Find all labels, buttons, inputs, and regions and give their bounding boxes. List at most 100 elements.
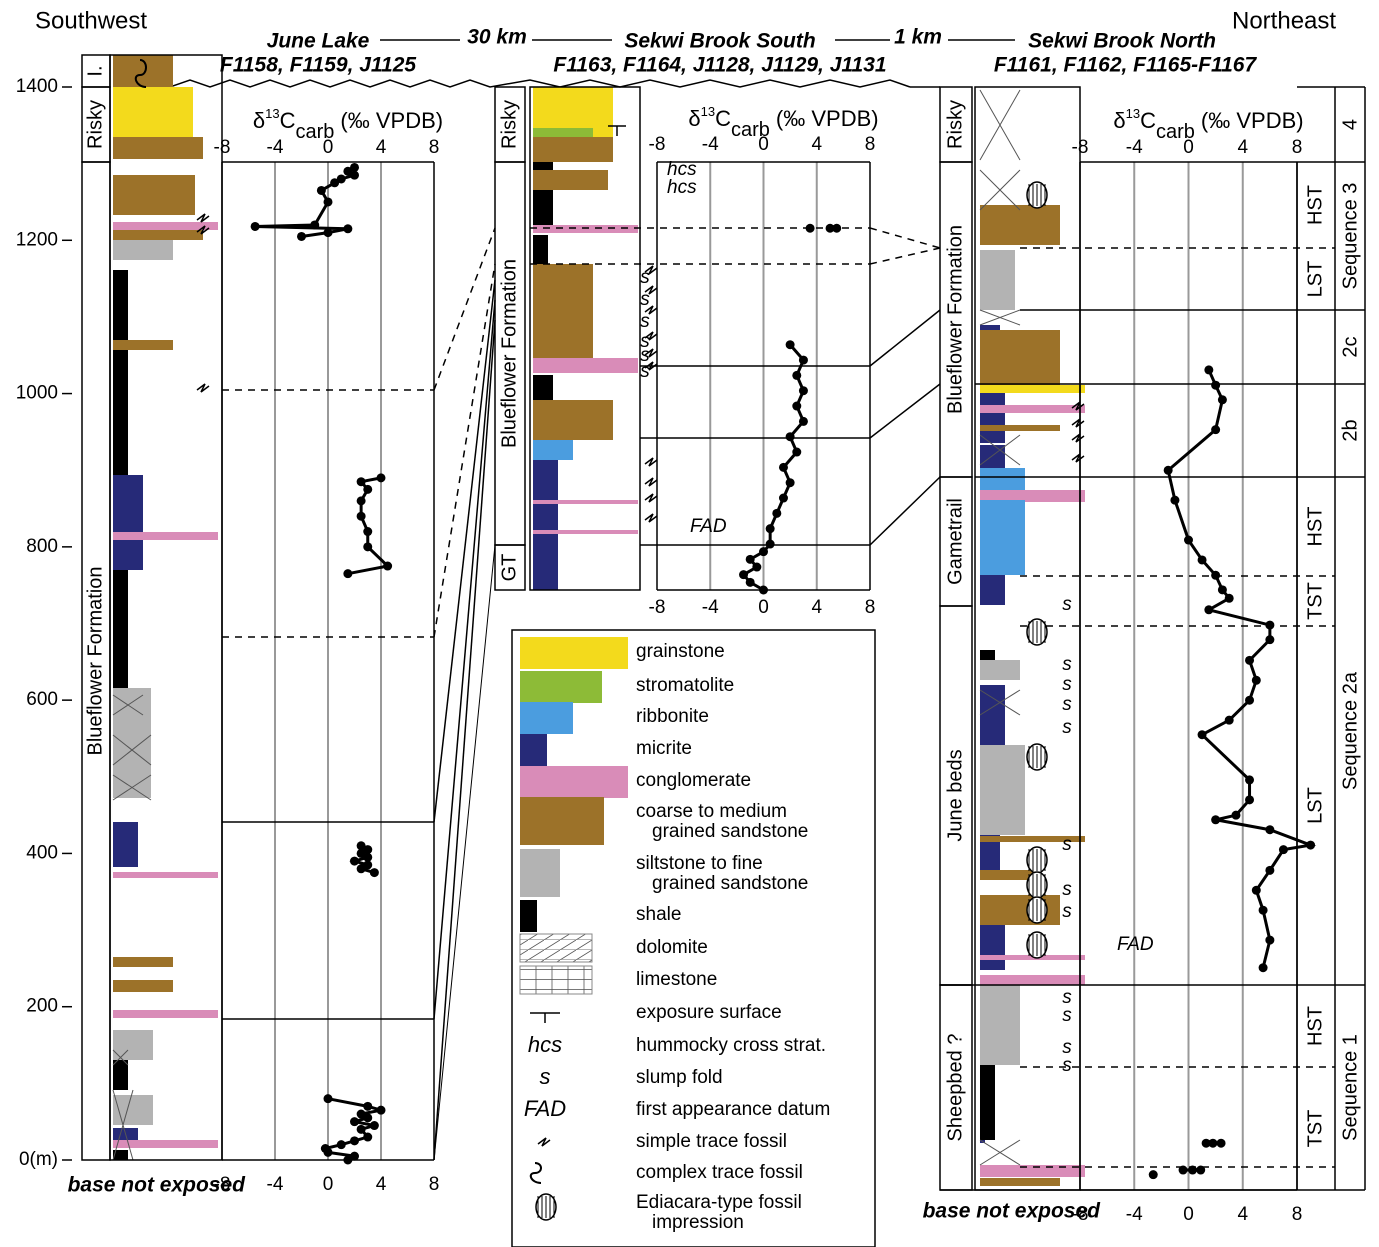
d13c-sample (369, 868, 379, 878)
section-symbol: s (1062, 654, 1072, 675)
ediacara-fossil (1026, 931, 1048, 959)
section-symbol: s (1062, 594, 1072, 615)
legend-swatch (520, 702, 573, 734)
correlation-line (433, 227, 496, 391)
d13c-sample (376, 1105, 386, 1115)
formation-label: Blueflower Formation (944, 225, 966, 414)
section-symbol: s (1062, 717, 1072, 738)
d13c-sample (759, 585, 768, 595)
x-tick-label: 0 (323, 1174, 334, 1195)
x-tick-label: 8 (429, 1174, 440, 1195)
distance: 1 km (894, 26, 942, 49)
trace-fossil (644, 361, 658, 371)
lithology-bed (113, 1060, 128, 1090)
d13c-sample (785, 340, 795, 350)
legend-label: grained sandstone (652, 873, 808, 894)
lithology-bed (113, 340, 173, 350)
lithology-bed (113, 688, 151, 798)
section-symbol: s (1062, 1005, 1072, 1026)
d13c-sample (343, 1155, 353, 1165)
trace-fossil (644, 493, 658, 503)
sequence-label: Sequence 2a (1339, 671, 1361, 790)
covered-interval (112, 694, 144, 716)
d13c-sample (1231, 810, 1241, 820)
section-symbol: s (1062, 834, 1072, 855)
lithology-bed (980, 500, 1025, 575)
d13c-sample (785, 478, 795, 488)
formation-label: Blueflower Formation (84, 567, 106, 756)
d13c-sample (1170, 495, 1180, 505)
d13c-sample (376, 473, 386, 483)
axis-title-part: δ (253, 108, 265, 133)
formation-label: Blueflower Formation (498, 259, 520, 448)
direction-right: Northeast (1232, 7, 1336, 34)
d13c-sample (323, 1094, 333, 1104)
frame-line (433, 299, 496, 1020)
legend-swatch (519, 933, 593, 963)
section-symbol: FAD (690, 516, 727, 537)
d13c-sample (1265, 935, 1275, 945)
frame-line (869, 476, 941, 546)
d13c-sample (1208, 1138, 1218, 1148)
depth-tick-label: 400 (26, 842, 58, 863)
x-tick-label: -8 (1072, 137, 1089, 158)
base-note: base not exposed (923, 1200, 1102, 1223)
axis-title: δ13Ccarb (‰ VPDB) (688, 104, 878, 141)
legend-label: Ediacara-type fossil (636, 1192, 802, 1213)
x-tick-label: 0 (758, 597, 769, 618)
d13c-sample (1265, 825, 1275, 835)
d13c-sample (739, 570, 749, 580)
d13c-sample (336, 1140, 346, 1150)
d13c-sample (1245, 695, 1255, 705)
legend-label: ribbonite (636, 706, 709, 727)
lithology-bed (980, 1165, 1085, 1177)
d13c-sample (1217, 395, 1227, 405)
correlation-line (869, 247, 941, 265)
d13c-sample (369, 1121, 379, 1131)
correlation-line (869, 227, 941, 249)
d13c-sample (1196, 1165, 1206, 1175)
section-symbol: hcs (667, 177, 697, 198)
lithology-bed (113, 475, 143, 570)
trace-fossil (644, 513, 658, 523)
d13c-sample (350, 162, 359, 172)
d13c-sample (765, 524, 775, 534)
frame-line (433, 544, 496, 1161)
systems-tract: TST (1304, 582, 1326, 620)
formation-label: Risky (84, 100, 106, 149)
lithology-bed (980, 925, 1005, 970)
frame-line (869, 383, 941, 439)
legend-label: simple trace fossil (636, 1131, 787, 1152)
axis-title-part: δ (1113, 108, 1125, 133)
site-samples: F1163, F1164, J1128, J1129, J1131 (553, 54, 886, 77)
lithology-bed (980, 490, 1085, 502)
lithology-bed (980, 836, 1085, 842)
lithology-bed (980, 835, 1000, 875)
ediacara-fossil (1026, 618, 1048, 646)
lithology-bed (980, 985, 1020, 1065)
d13c-sample (320, 1144, 330, 1154)
axis-title: δ13Ccarb (‰ VPDB) (1113, 106, 1303, 143)
x-tick-label: 4 (811, 597, 822, 618)
d13c-sample (356, 864, 366, 874)
systems-tract: HST (1304, 1006, 1326, 1046)
lithology-bed (113, 175, 195, 215)
frame-line (433, 279, 496, 823)
d13c-sample (1211, 425, 1221, 435)
section-symbol: s (640, 361, 650, 382)
legend-swatch (520, 849, 560, 897)
covered-interval (979, 309, 1021, 326)
depth-tick-label: 600 (26, 689, 58, 710)
d13c-sample (323, 228, 333, 238)
d13c-sample (350, 1117, 359, 1127)
d13c-sample (1197, 555, 1207, 565)
ediacara-fossil (1026, 846, 1048, 874)
section-symbol: FAD (1117, 934, 1154, 955)
d13c-sample (356, 511, 366, 521)
lithology-bed (113, 1030, 153, 1060)
d13c-sample (1278, 845, 1288, 855)
trace-fossil (196, 383, 210, 393)
lithology-bed (113, 1010, 218, 1018)
formation-label: Gametrail (944, 498, 966, 585)
